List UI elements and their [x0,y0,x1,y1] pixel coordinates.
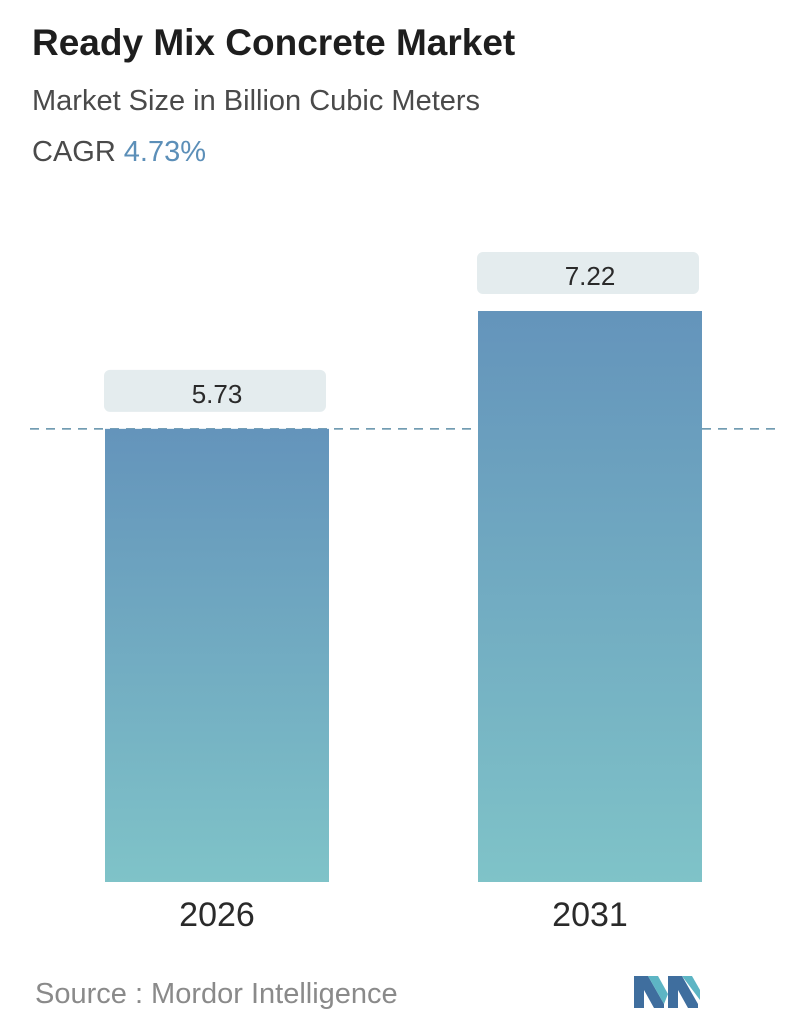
data-label: 7.22 [565,261,616,291]
category-label: 2031 [552,896,628,934]
value-label-box [104,369,326,412]
category-label: 2026 [179,896,255,934]
chart-subtitle: Market Size in Billion Cubic Meters [32,85,481,117]
bar-chart: 5.73 2026 7.22 2031 [30,252,782,934]
source-text: Source : Mordor Intelligence [35,978,398,1010]
data-label: 5.73 [192,379,243,409]
cagr-value: 4.73% [123,136,207,168]
cagr-line: CAGR 4.73% [32,136,206,169]
value-label-box [477,252,699,294]
bar-2026 [105,428,329,882]
mordor-intelligence-logo-icon [634,976,700,1008]
bar-2031 [478,311,702,882]
cagr-label: CAGR [32,136,116,168]
chart-title: Ready Mix Concrete Market [32,22,516,63]
